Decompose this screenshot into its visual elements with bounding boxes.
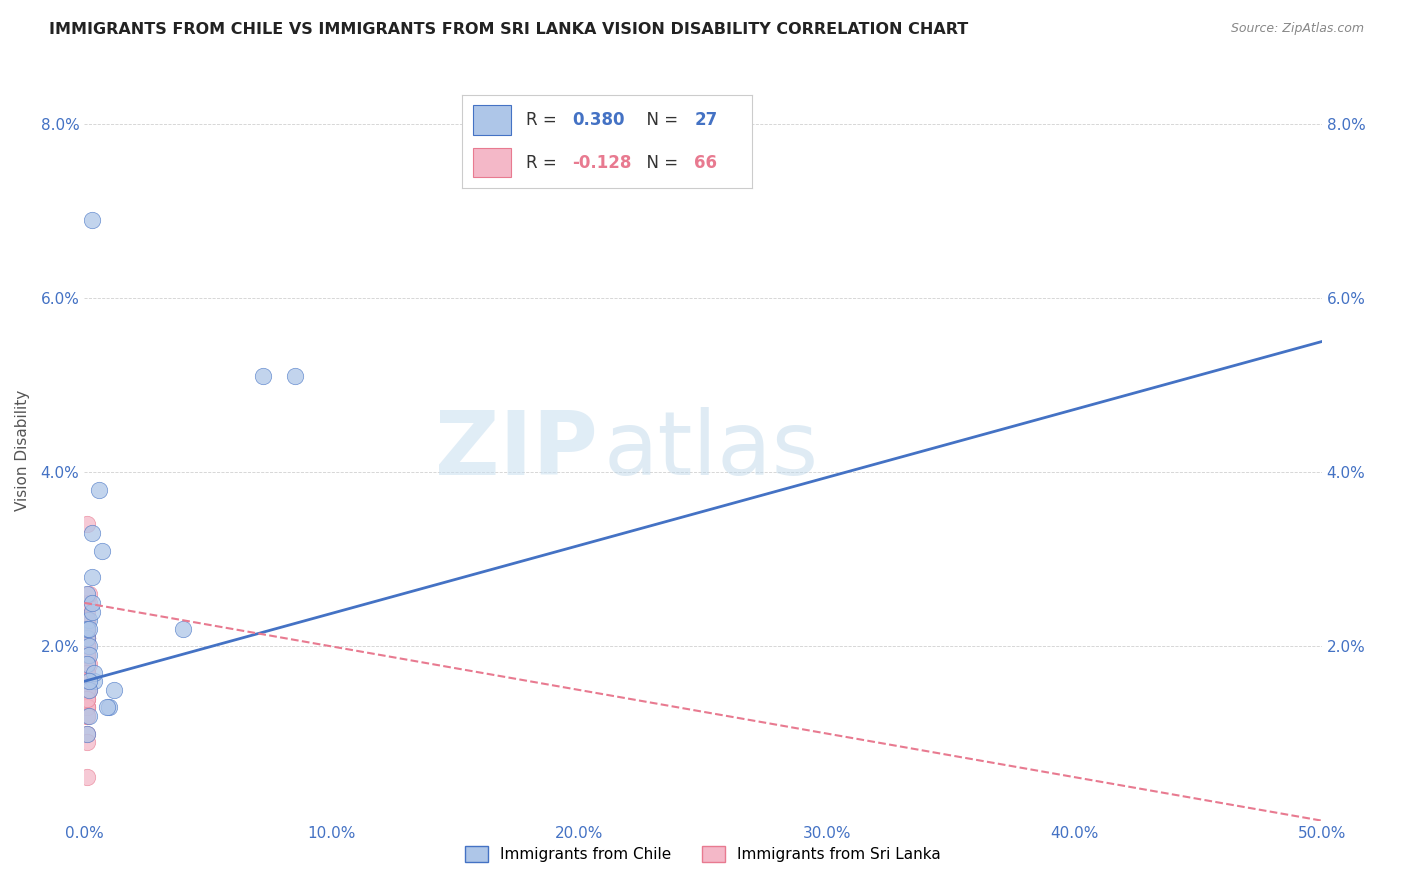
Point bbox=[76, 605, 98, 619]
Point bbox=[79, 648, 101, 662]
Point bbox=[79, 640, 101, 654]
Point bbox=[79, 674, 101, 689]
Point bbox=[76, 683, 98, 698]
Point bbox=[79, 683, 101, 698]
Point bbox=[80, 596, 103, 610]
Point bbox=[76, 648, 98, 662]
Point bbox=[76, 665, 98, 680]
Point bbox=[76, 657, 98, 671]
Point bbox=[76, 613, 98, 627]
Point bbox=[76, 517, 98, 532]
Point bbox=[76, 657, 98, 671]
Point bbox=[76, 622, 98, 636]
Point bbox=[76, 735, 98, 749]
Point bbox=[76, 640, 98, 654]
Point bbox=[76, 726, 98, 740]
Legend: Immigrants from Chile, Immigrants from Sri Lanka: Immigrants from Chile, Immigrants from S… bbox=[458, 840, 948, 869]
Point bbox=[76, 665, 98, 680]
Point bbox=[76, 700, 98, 714]
Point bbox=[76, 648, 98, 662]
Point bbox=[76, 622, 98, 636]
Point bbox=[76, 665, 98, 680]
Point bbox=[76, 657, 98, 671]
Point bbox=[76, 587, 98, 601]
Point bbox=[103, 683, 125, 698]
Point bbox=[76, 674, 98, 689]
Point bbox=[76, 674, 98, 689]
Point bbox=[79, 596, 101, 610]
Point bbox=[76, 665, 98, 680]
Point bbox=[76, 700, 98, 714]
Point bbox=[76, 665, 98, 680]
Point bbox=[76, 631, 98, 645]
Point bbox=[76, 657, 98, 671]
Point bbox=[83, 665, 105, 680]
Point bbox=[172, 622, 194, 636]
Point bbox=[76, 674, 98, 689]
Point bbox=[76, 640, 98, 654]
Point bbox=[76, 683, 98, 698]
Point bbox=[80, 605, 103, 619]
Point bbox=[76, 640, 98, 654]
Point bbox=[80, 526, 103, 541]
Point bbox=[76, 622, 98, 636]
Point bbox=[89, 483, 111, 497]
Point bbox=[76, 613, 98, 627]
Point bbox=[76, 674, 98, 689]
Point bbox=[76, 648, 98, 662]
Point bbox=[76, 683, 98, 698]
Point bbox=[83, 674, 105, 689]
Point bbox=[90, 543, 112, 558]
Point bbox=[76, 631, 98, 645]
Point bbox=[76, 648, 98, 662]
Point bbox=[76, 622, 98, 636]
Text: ZIP: ZIP bbox=[434, 407, 598, 494]
Point bbox=[76, 640, 98, 654]
Text: IMMIGRANTS FROM CHILE VS IMMIGRANTS FROM SRI LANKA VISION DISABILITY CORRELATION: IMMIGRANTS FROM CHILE VS IMMIGRANTS FROM… bbox=[49, 22, 969, 37]
Point bbox=[76, 640, 98, 654]
Point bbox=[76, 631, 98, 645]
Point bbox=[80, 212, 103, 227]
Point bbox=[76, 648, 98, 662]
Point bbox=[76, 613, 98, 627]
Point bbox=[76, 648, 98, 662]
Point bbox=[76, 613, 98, 627]
Point bbox=[76, 657, 98, 671]
Point bbox=[76, 691, 98, 706]
Point bbox=[98, 700, 121, 714]
Point bbox=[76, 770, 98, 784]
Point bbox=[79, 587, 101, 601]
Point bbox=[79, 657, 101, 671]
Point bbox=[252, 369, 274, 384]
Point bbox=[96, 700, 118, 714]
Point bbox=[76, 657, 98, 671]
Point bbox=[76, 683, 98, 698]
Point bbox=[76, 709, 98, 723]
Point bbox=[80, 570, 103, 584]
Point bbox=[76, 631, 98, 645]
Point bbox=[76, 596, 98, 610]
Point bbox=[76, 691, 98, 706]
Point bbox=[284, 369, 307, 384]
Point bbox=[79, 709, 101, 723]
Point bbox=[76, 709, 98, 723]
Point bbox=[76, 613, 98, 627]
Point bbox=[76, 700, 98, 714]
Point bbox=[76, 622, 98, 636]
Y-axis label: Vision Disability: Vision Disability bbox=[14, 390, 30, 511]
Point bbox=[76, 622, 98, 636]
Point bbox=[76, 622, 98, 636]
Point bbox=[76, 726, 98, 740]
Point bbox=[76, 640, 98, 654]
Text: Source: ZipAtlas.com: Source: ZipAtlas.com bbox=[1230, 22, 1364, 36]
Point bbox=[76, 631, 98, 645]
Point bbox=[76, 691, 98, 706]
Point bbox=[79, 622, 101, 636]
Point bbox=[79, 613, 101, 627]
Point bbox=[76, 622, 98, 636]
Text: atlas: atlas bbox=[605, 407, 820, 494]
Point bbox=[76, 631, 98, 645]
Point bbox=[79, 683, 101, 698]
Point bbox=[76, 631, 98, 645]
